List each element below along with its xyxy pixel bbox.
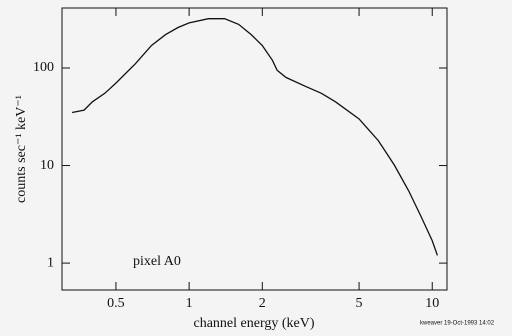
y-tick-label: 100 [33, 60, 54, 75]
x-axis-label: channel energy (keV) [193, 316, 314, 331]
data-line [71, 18, 439, 256]
y-tick-label: 10 [40, 158, 54, 173]
x-tick-label: 2 [259, 296, 266, 311]
annotation: pixel A0 [133, 254, 181, 269]
x-tick-label: 5 [356, 296, 363, 311]
y-axis-label: counts sec⁻¹ keV⁻¹ [14, 95, 29, 203]
x-tick-label: 10 [425, 296, 439, 311]
footer: kweaver 19-Oct-1993 14:02 [420, 321, 495, 327]
y-tick-label: 1 [47, 255, 54, 270]
x-tick-label: 0.5 [107, 296, 125, 311]
x-tick-label: 1 [186, 296, 193, 311]
plot-frame [61, 7, 448, 291]
